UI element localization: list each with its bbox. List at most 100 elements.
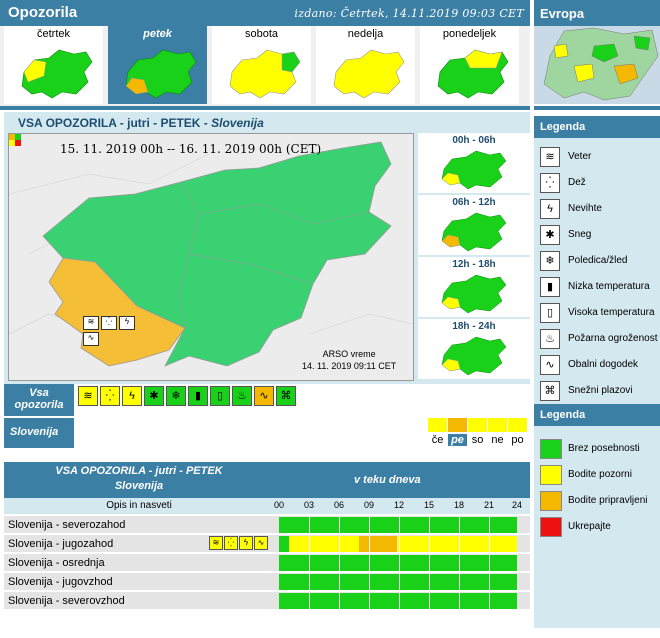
table-timeline-title: v teku dneva — [354, 474, 421, 486]
table-row[interactable]: Slovenija - osrednja — [4, 554, 530, 572]
day-abbr[interactable]: po — [511, 434, 524, 446]
thunderstorm-icon[interactable]: ϟ — [119, 316, 135, 330]
ice-icon: ❄ — [540, 251, 560, 271]
timeline-bar[interactable] — [279, 593, 517, 609]
grid-line — [369, 593, 370, 609]
europe-title[interactable]: Evropa — [534, 0, 660, 26]
page-title: Opozorila — [8, 4, 78, 21]
day-cell-ne[interactable] — [488, 418, 507, 432]
coastal-event-icon[interactable]: ∿ — [83, 332, 99, 346]
region-name: Slovenija - jugozahod — [8, 538, 114, 550]
table-row[interactable]: Slovenija - severovzhod — [4, 592, 530, 610]
grid-line — [309, 593, 310, 609]
wind-icon: ≋ — [540, 147, 560, 167]
legend-item: ♨ Požarna ogroženost — [534, 326, 660, 352]
validity-period: 15. 11. 2019 00h -- 16. 11. 2019 00h (CE… — [60, 142, 322, 156]
slovenia-map-thumbnail — [441, 150, 507, 190]
timeline-bar[interactable] — [279, 555, 517, 571]
avalanche-icon[interactable]: ⌘ — [276, 386, 296, 406]
grid-line — [489, 517, 490, 533]
hour-label: 06 — [333, 500, 344, 510]
legend-label: Bodite pozorni — [568, 469, 632, 480]
legend-label: Snežni plazovi — [568, 385, 633, 396]
timeline-bar[interactable] — [279, 536, 517, 552]
table-row[interactable]: Slovenija - jugozahod ≋ ⁛ ϟ ∿ — [4, 535, 530, 553]
tab-petek[interactable]: petek — [108, 26, 210, 104]
avalanche-icon: ⌘ — [540, 381, 560, 401]
rain-icon[interactable]: ⁛ — [224, 536, 238, 550]
grid-line — [309, 555, 310, 571]
slovenia-map-thumbnail — [21, 49, 93, 99]
tab-nedelja[interactable]: nedelja — [316, 26, 418, 104]
slot-00-06[interactable]: 00h - 06h — [418, 133, 530, 195]
ice-icon[interactable]: ❄ — [166, 386, 186, 406]
legend-title: Legenda — [534, 404, 660, 426]
region-name: Slovenija - jugovzhod — [8, 576, 113, 588]
day-cell-ce[interactable] — [428, 418, 447, 432]
snow-icon[interactable]: ✱ — [144, 386, 164, 406]
tab-ponedeljek[interactable]: ponedeljek — [420, 26, 522, 104]
legend-label: Nevihte — [568, 203, 602, 214]
region-name: Slovenija - severozahod — [8, 519, 126, 531]
day-cell-pe[interactable] — [448, 418, 467, 432]
day-abbr[interactable]: če — [431, 434, 444, 446]
day-abbr[interactable]: pe — [448, 434, 467, 446]
legend-item: ⁛ Dež — [534, 170, 660, 196]
timeline-segment-yellow — [397, 536, 517, 552]
grid-line — [429, 536, 430, 552]
wind-icon[interactable]: ≋ — [78, 386, 98, 406]
table-title: VSA OPOZORILA - jutri - PETEK Slovenija — [4, 464, 274, 494]
thunderstorm-icon[interactable]: ϟ — [122, 386, 142, 406]
wind-icon[interactable]: ≋ — [209, 536, 223, 550]
severity-swatch-green — [15, 134, 21, 140]
grid-line — [369, 536, 370, 552]
legend-item: ▯ Visoka temperatura — [534, 300, 660, 326]
slot-06-12[interactable]: 06h - 12h — [418, 195, 530, 257]
coastal-event-icon[interactable]: ∿ — [254, 386, 274, 406]
table-row[interactable]: Slovenija - jugovzhod — [4, 573, 530, 591]
europe-map-thumbnail[interactable] — [534, 26, 660, 104]
tab-cetrtek[interactable]: četrtek — [4, 26, 106, 104]
legend-title: Legenda — [534, 116, 660, 138]
warning-types-row: Vsa opozorila ≋ ⁛ ϟ ✱ ❄ ▮ ▯ ♨ ∿ ⌘ — [4, 384, 530, 416]
day-cell-so[interactable] — [468, 418, 487, 432]
snow-icon: ✱ — [540, 225, 560, 245]
slovenia-warning-map[interactable]: ≋ ⁛ ϟ ∿ — [8, 133, 414, 381]
legend-label: Požarna ogroženost — [568, 333, 658, 344]
hour-label: 15 — [423, 500, 434, 510]
thunderstorm-icon[interactable]: ϟ — [239, 536, 253, 550]
vsa-opozorila-label: Vsa opozorila — [4, 384, 74, 416]
day-cell-po[interactable] — [508, 418, 527, 432]
grid-line — [399, 517, 400, 533]
day-abbr[interactable]: ne — [491, 434, 504, 446]
low-temperature-icon[interactable]: ▮ — [188, 386, 208, 406]
rain-icon: ⁛ — [540, 173, 560, 193]
grid-line — [459, 593, 460, 609]
arso-timestamp: 14. 11. 2019 09:11 CET — [302, 361, 397, 371]
slot-18-24[interactable]: 18h - 24h — [418, 319, 530, 381]
slot-12-18[interactable]: 12h - 18h — [418, 257, 530, 319]
grid-line — [429, 574, 430, 590]
wind-icon[interactable]: ≋ — [83, 316, 99, 330]
legend-item: ≋ Veter — [534, 144, 660, 170]
timeline-bar[interactable] — [279, 517, 517, 533]
fire-danger-icon[interactable]: ♨ — [232, 386, 252, 406]
timeline-bar[interactable] — [279, 574, 517, 590]
tab-sobota[interactable]: sobota — [212, 26, 314, 104]
grid-line — [339, 517, 340, 533]
grid-line — [489, 536, 490, 552]
coastal-event-icon[interactable]: ∿ — [254, 536, 268, 550]
legend-label: Visoka temperatura — [568, 307, 655, 318]
day-abbr[interactable]: so — [471, 434, 484, 446]
rain-icon[interactable]: ⁛ — [101, 316, 117, 330]
high-temperature-icon[interactable]: ▯ — [210, 386, 230, 406]
legend-item: ∿ Obalni dogodek — [534, 352, 660, 378]
hour-label: 18 — [453, 500, 464, 510]
grid-line — [369, 555, 370, 571]
thunderstorm-icon: ϟ — [540, 199, 560, 219]
rain-icon[interactable]: ⁛ — [100, 386, 120, 406]
table-row[interactable]: Slovenija - severozahod — [4, 516, 530, 534]
legend-item: Bodite pripravljeni — [534, 488, 660, 514]
panel-title-prefix: VSA OPOZORILA - jutri - PETEK - — [18, 116, 208, 130]
timeline-segment-orange — [359, 536, 397, 552]
